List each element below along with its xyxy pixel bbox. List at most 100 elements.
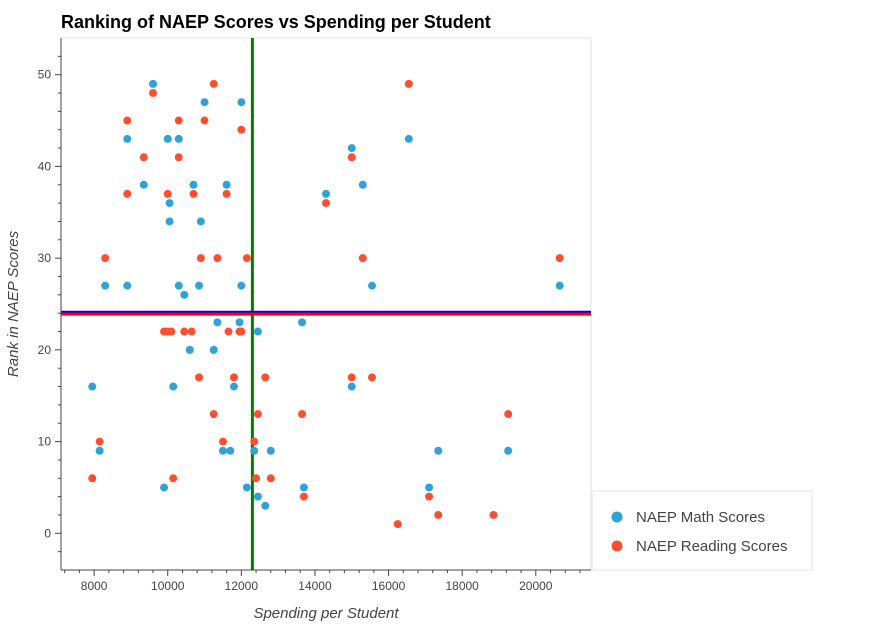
data-point-math bbox=[298, 318, 307, 327]
data-point-reading bbox=[174, 153, 183, 162]
data-point-reading bbox=[425, 492, 434, 501]
legend-box bbox=[591, 490, 813, 571]
data-point-math bbox=[88, 382, 97, 391]
data-point-math bbox=[189, 180, 198, 189]
data-point-math bbox=[123, 134, 132, 143]
data-point-math bbox=[347, 144, 356, 153]
data-point-math bbox=[250, 446, 259, 455]
data-point-reading bbox=[358, 254, 367, 263]
legend-marker-reading bbox=[611, 540, 623, 552]
data-point-reading bbox=[237, 327, 246, 336]
axes: 8000 10000 12000 14000 16000 18000 20000 0 10 20 3… bbox=[38, 38, 591, 593]
data-point-reading bbox=[489, 510, 498, 519]
data-point-math bbox=[180, 290, 189, 299]
data-point-reading bbox=[229, 373, 238, 382]
data-point-reading bbox=[209, 410, 218, 419]
data-point-reading bbox=[149, 89, 158, 98]
data-point-reading bbox=[393, 520, 402, 529]
y-tick-label: 10 bbox=[38, 435, 52, 449]
data-point-reading bbox=[218, 437, 227, 446]
legend: NAEP Math Scores NAEP Reading Scores bbox=[591, 490, 813, 571]
data-point-reading bbox=[139, 153, 148, 162]
data-point-math bbox=[174, 134, 183, 143]
data-point-reading bbox=[95, 437, 104, 446]
data-point-math bbox=[425, 483, 434, 492]
x-tick-label: 18000 bbox=[445, 579, 479, 593]
data-point-reading bbox=[123, 116, 132, 125]
data-point-reading bbox=[404, 79, 413, 88]
data-point-math bbox=[165, 217, 174, 226]
data-point-reading bbox=[299, 492, 308, 501]
x-axis-label: Spending per Student bbox=[253, 605, 399, 622]
data-point-reading bbox=[242, 254, 251, 263]
plot-area bbox=[60, 37, 592, 571]
data-point-math bbox=[253, 327, 262, 336]
data-point-reading bbox=[222, 189, 231, 198]
data-point-math bbox=[149, 79, 158, 88]
data-point-reading bbox=[189, 189, 198, 198]
legend-label-reading: NAEP Reading Scores bbox=[636, 538, 787, 555]
y-tick-label: 30 bbox=[38, 251, 52, 265]
data-point-reading bbox=[504, 410, 513, 419]
data-point-math bbox=[242, 483, 251, 492]
data-point-reading bbox=[200, 116, 209, 125]
legend-label-math: NAEP Math Scores bbox=[636, 509, 765, 526]
data-point-math bbox=[213, 318, 222, 327]
x-tick-label: 10000 bbox=[151, 579, 185, 593]
data-point-reading bbox=[250, 437, 259, 446]
data-point-math bbox=[237, 281, 246, 290]
data-point-reading bbox=[167, 327, 176, 336]
data-point-reading bbox=[237, 125, 246, 134]
data-point-reading bbox=[101, 254, 110, 263]
data-point-reading bbox=[187, 327, 196, 336]
data-point-math bbox=[101, 281, 110, 290]
x-tick-label: 8000 bbox=[81, 579, 108, 593]
data-point-math bbox=[237, 98, 246, 107]
chart-title: Ranking of NAEP Scores vs Spending per S… bbox=[61, 12, 491, 32]
data-point-reading bbox=[434, 510, 443, 519]
data-point-reading bbox=[209, 79, 218, 88]
data-point-reading bbox=[322, 199, 330, 208]
data-point-reading bbox=[252, 474, 261, 483]
data-point-math bbox=[253, 492, 262, 501]
data-point-reading bbox=[261, 373, 270, 382]
data-point-reading bbox=[266, 474, 275, 483]
data-point-math bbox=[160, 483, 169, 492]
reference-lines bbox=[61, 38, 591, 570]
data-point-reading bbox=[347, 373, 356, 382]
data-point-math bbox=[196, 217, 205, 226]
data-point-reading bbox=[180, 327, 189, 336]
data-point-math bbox=[195, 281, 204, 290]
data-point-math bbox=[165, 199, 174, 208]
data-point-math bbox=[504, 446, 513, 455]
data-point-math bbox=[123, 281, 132, 290]
data-point-math bbox=[368, 281, 377, 290]
data-point-math bbox=[209, 345, 218, 354]
data-point-math bbox=[434, 446, 443, 455]
data-point-math bbox=[174, 281, 183, 290]
data-point-math bbox=[169, 382, 178, 391]
y-tick-label: 40 bbox=[38, 159, 52, 173]
data-point-math bbox=[555, 281, 564, 290]
data-point-reading bbox=[163, 189, 172, 198]
data-point-reading bbox=[253, 410, 262, 419]
data-point-math bbox=[226, 446, 235, 455]
data-point-math bbox=[200, 98, 209, 107]
data-point-math bbox=[266, 446, 275, 455]
data-point-math bbox=[347, 382, 356, 391]
data-point-reading bbox=[298, 410, 307, 419]
data-point-reading bbox=[224, 327, 233, 336]
data-point-reading bbox=[195, 373, 204, 382]
data-point-reading bbox=[123, 189, 132, 198]
data-point-reading bbox=[174, 116, 183, 125]
y-tick-label: 0 bbox=[44, 526, 51, 540]
legend-marker-math bbox=[611, 511, 623, 523]
x-tick-label: 14000 bbox=[298, 579, 332, 593]
data-point-reading bbox=[368, 373, 377, 382]
data-point-math bbox=[261, 501, 270, 510]
x-tick-label: 16000 bbox=[372, 579, 406, 593]
x-tick-label: 12000 bbox=[225, 579, 259, 593]
data-point-math bbox=[235, 318, 244, 327]
data-point-reading bbox=[88, 474, 97, 483]
